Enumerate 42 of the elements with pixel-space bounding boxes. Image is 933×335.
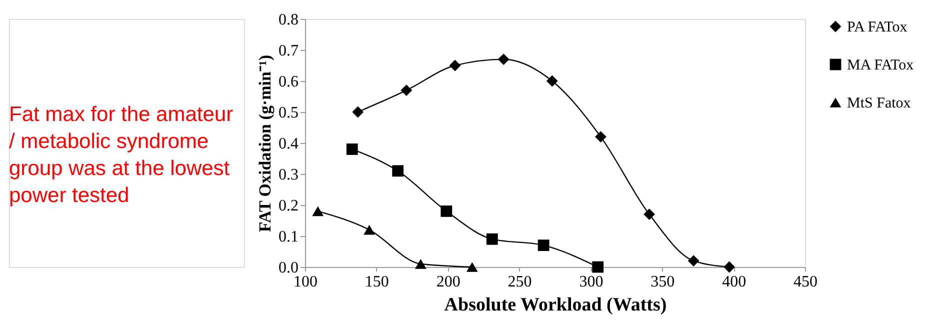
point bbox=[312, 206, 324, 216]
x-tick-label: 200 bbox=[436, 274, 460, 290]
point bbox=[364, 224, 375, 235]
y-tick-label: 0.8 bbox=[278, 12, 298, 28]
y-axis-title: FAT Oxidation (g·min⁻¹) bbox=[256, 54, 274, 232]
x-tick-label: 450 bbox=[794, 274, 818, 290]
point bbox=[644, 208, 655, 220]
x-axis-title: Absolute Workload (Watts) bbox=[444, 294, 667, 316]
point bbox=[449, 60, 461, 72]
legend-label: MA FATox bbox=[847, 58, 914, 74]
y-tick-label: 0.5 bbox=[278, 104, 298, 122]
point bbox=[352, 106, 364, 118]
point bbox=[392, 165, 404, 177]
x-tick-label: 100 bbox=[294, 274, 318, 290]
point bbox=[415, 258, 426, 269]
point bbox=[688, 255, 700, 266]
point bbox=[400, 84, 412, 96]
x-tick-label: 400 bbox=[722, 274, 746, 290]
text: Fat max for the amateur / metabolic syndrome group was at the lowest power tested bbox=[9, 103, 234, 207]
point bbox=[724, 261, 735, 273]
point bbox=[440, 206, 452, 217]
point bbox=[486, 233, 498, 245]
point bbox=[595, 131, 606, 142]
x-tick-label: 250 bbox=[508, 274, 532, 290]
y-tick-label: 0.3 bbox=[278, 166, 298, 184]
point bbox=[592, 261, 604, 273]
y-tick-label: 0.0 bbox=[278, 260, 298, 276]
legend-label: PA FATox bbox=[847, 20, 908, 36]
x-tick-label: 150 bbox=[364, 274, 389, 290]
point bbox=[346, 144, 358, 155]
x-tick-label: 350 bbox=[650, 274, 675, 290]
point bbox=[546, 75, 558, 87]
x-tick-label: 300 bbox=[579, 274, 604, 290]
y-tick-label: 0.4 bbox=[278, 136, 298, 152]
y-tick-label: 0.6 bbox=[278, 74, 298, 90]
point bbox=[498, 54, 510, 65]
legend-label: MtS Fatox bbox=[847, 96, 912, 112]
y-tick-label: 0.1 bbox=[278, 228, 298, 246]
point bbox=[538, 240, 550, 251]
y-tick-label: 0.2 bbox=[278, 198, 298, 214]
y-tick-label: 0.7 bbox=[278, 42, 298, 60]
point bbox=[466, 262, 478, 272]
